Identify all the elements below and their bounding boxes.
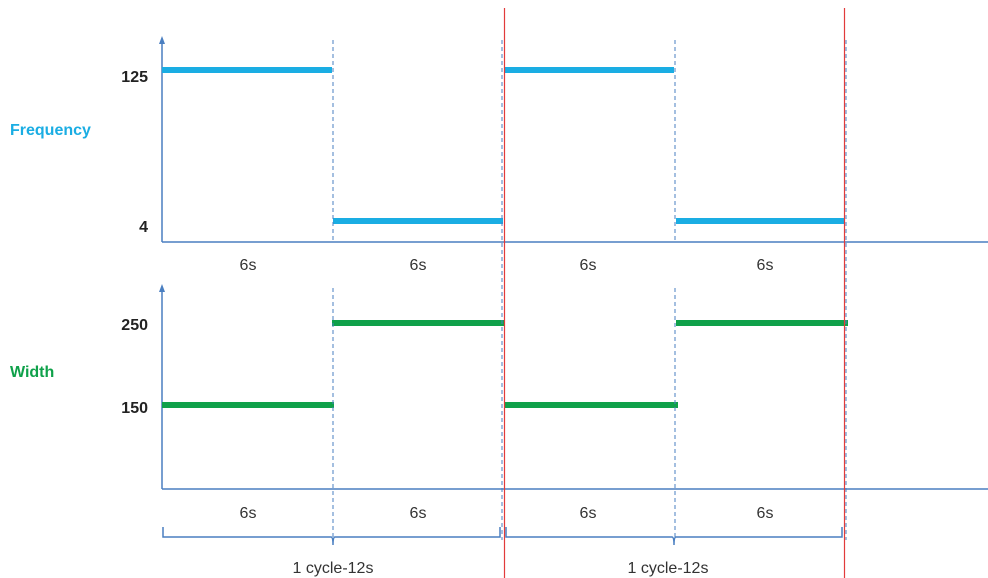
frequency-label: Frequency xyxy=(10,122,91,139)
phase-dividers xyxy=(332,40,847,540)
cycle-annotations: 1 cycle-12s 1 cycle-12s xyxy=(162,527,843,577)
width-segment-label: 6s xyxy=(757,505,774,522)
width-segment-label: 6s xyxy=(580,505,597,522)
frequency-y-axis-arrow xyxy=(159,36,165,44)
cycle-boundaries xyxy=(503,8,846,578)
frequency-segment-label: 6s xyxy=(757,257,774,274)
cycle-brace xyxy=(162,527,501,546)
cycle-label: 1 cycle-12s xyxy=(628,560,709,577)
width-low-tick: 150 xyxy=(121,400,148,417)
frequency-panel: 125 4 Frequency 6s 6s 6s 6s xyxy=(10,36,988,274)
frequency-high-tick: 125 xyxy=(121,69,148,86)
frequency-segment-label: 6s xyxy=(240,257,257,274)
width-label: Width xyxy=(10,364,54,381)
width-panel: 250 150 Width 6s 6s 6s 6s xyxy=(10,284,988,522)
cycle-brace xyxy=(505,527,843,546)
frequency-segment-label: 6s xyxy=(410,257,427,274)
frequency-segment-label: 6s xyxy=(580,257,597,274)
width-y-axis-arrow xyxy=(159,284,165,292)
width-segment-label: 6s xyxy=(240,505,257,522)
frequency-low-tick: 4 xyxy=(139,219,148,236)
cycle-label: 1 cycle-12s xyxy=(293,560,374,577)
width-high-tick: 250 xyxy=(121,317,148,334)
width-segment-label: 6s xyxy=(410,505,427,522)
